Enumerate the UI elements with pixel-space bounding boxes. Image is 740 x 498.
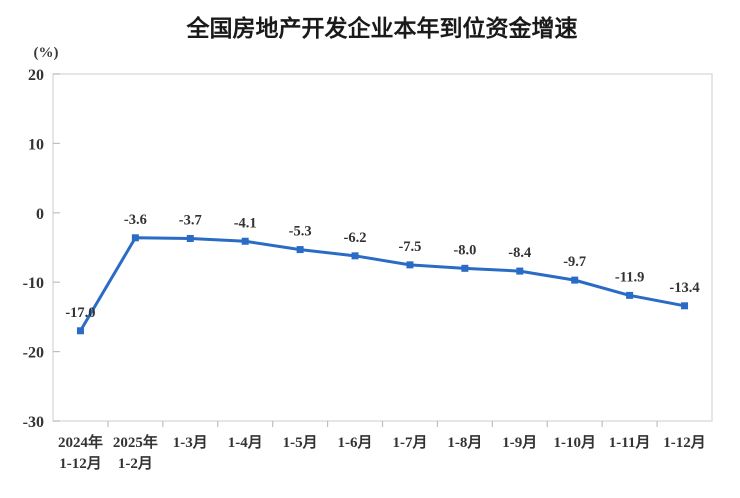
x-axis-tick-label: 1-2月 [118, 455, 153, 472]
data-point-label: -6.2 [344, 230, 367, 246]
x-axis-tick-label: 1-7月 [392, 434, 427, 451]
x-axis-tick-label: 1-12月 [59, 455, 102, 472]
data-point-label: -13.4 [669, 280, 699, 296]
data-point-marker [76, 327, 84, 335]
data-point-marker [131, 234, 139, 242]
data-point-marker [516, 267, 524, 275]
data-point-marker [296, 246, 304, 254]
data-point-label: -3.7 [179, 212, 202, 228]
plot-area: 20 10 0 -10 -20 -30 2024年 1-12月 2025年 1-2月 1-3月 1-4… [23, 67, 713, 472]
data-point-label: -8.0 [453, 242, 476, 258]
data-point-marker [571, 276, 579, 284]
y-axis-tick-label: 20 [28, 67, 44, 84]
x-axis-tick-label: 1-8月 [447, 434, 482, 451]
series-line [78, 236, 687, 333]
y-axis-tick-label: -20 [23, 345, 44, 362]
x-axis-tick-label: 1-11月 [609, 434, 651, 451]
data-point-label: -7.5 [398, 239, 421, 255]
chart-title: 全国房地产开发企业本年到位资金增速 [186, 15, 578, 41]
data-point-label: -5.3 [289, 224, 312, 240]
data-point-label: -9.7 [563, 254, 586, 270]
x-axis-tick-label: 2024年 [58, 433, 103, 451]
x-axis-tick-label: 1-12月 [663, 434, 706, 451]
data-point-marker [186, 234, 194, 242]
data-point-marker [406, 261, 414, 269]
data-point-marker [351, 252, 359, 260]
y-axis-tick-label: -30 [23, 414, 44, 431]
x-axis-tick-label: 1-4月 [228, 434, 263, 451]
x-axis-tick-label: 1-3月 [173, 434, 208, 451]
data-point-marker [681, 302, 689, 310]
x-axis-tick-label: 1-10月 [553, 434, 596, 451]
x-axis-tick-label: 1-5月 [283, 434, 318, 451]
y-axis-tick-label: 10 [28, 136, 44, 153]
plot-border [52, 73, 713, 422]
data-point-label: -17.0 [65, 305, 95, 321]
y-axis-tick-label: 0 [36, 206, 44, 223]
data-point-label: -8.4 [508, 245, 531, 261]
x-axis-tick-label: 1-6月 [338, 434, 373, 451]
data-point-label: -11.9 [615, 269, 644, 285]
data-point-label: -3.6 [124, 212, 147, 228]
y-axis-tick-label: -10 [23, 275, 44, 292]
data-point-label: -4.1 [234, 215, 257, 231]
data-point-marker [626, 291, 634, 299]
data-point-marker [241, 237, 249, 245]
x-axis-tick-label: 1-9月 [502, 434, 537, 451]
x-axis-tick-label: 2025年 [113, 433, 158, 451]
data-point-marker [461, 264, 469, 272]
y-axis-unit-label: (%) [34, 45, 59, 61]
